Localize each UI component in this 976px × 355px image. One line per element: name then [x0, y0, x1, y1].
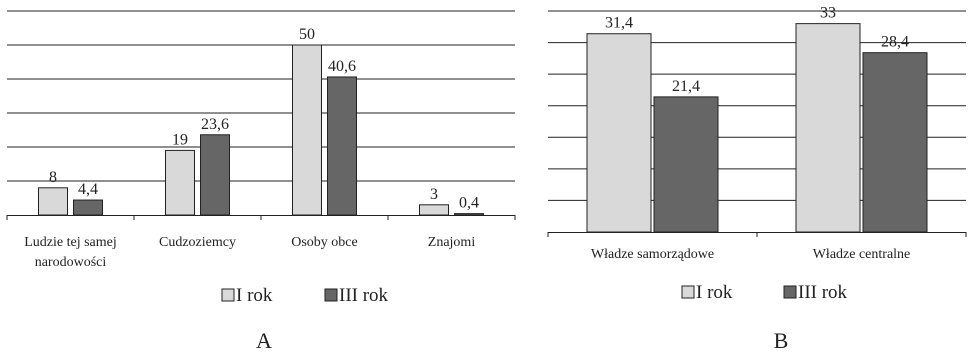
panel-label: A — [256, 328, 272, 353]
bar — [795, 23, 861, 233]
data-label: 50 — [299, 26, 315, 43]
legend-swatch — [221, 288, 235, 302]
data-label: 0,4 — [459, 195, 479, 212]
bar — [653, 96, 719, 233]
data-label: 3 — [430, 186, 438, 203]
x-tick-label: Ludzie tej samej — [24, 235, 117, 250]
x-tick-label: Cudzoziemcy — [159, 235, 236, 250]
legend-label: I rok — [236, 285, 273, 306]
data-label: 28,4 — [881, 34, 909, 51]
data-label: 23,6 — [201, 116, 229, 133]
legend-swatch — [324, 288, 338, 302]
x-tick-label: Władze samorządowe — [591, 247, 714, 262]
bar — [586, 33, 652, 233]
bar — [165, 149, 195, 216]
data-label: 31,4 — [605, 15, 633, 32]
data-label: 19 — [172, 131, 188, 148]
chart-panel-a: 8 4,4 Ludzie tej samej narodowości 19 23,6 Cud… — [6, 10, 516, 353]
data-label: 33 — [820, 5, 836, 22]
bar — [454, 213, 484, 216]
bar — [73, 199, 103, 216]
legend-label: III rok — [798, 282, 848, 303]
legend-label: III rok — [339, 285, 389, 306]
x-tick-label: Władze centralne — [813, 247, 911, 262]
bar — [292, 44, 322, 216]
x-tick-label: narodowości — [35, 255, 107, 270]
bar — [200, 134, 230, 216]
chart-panel-b: 31,4 21,4 Władze samorządowe 33 28,4 Władze c… — [547, 5, 967, 353]
data-label: 40,6 — [328, 58, 356, 75]
legend-label: I rok — [696, 282, 733, 303]
bar — [419, 204, 449, 216]
bar — [38, 187, 68, 216]
data-label: 21,4 — [672, 78, 700, 95]
legend-swatch — [783, 285, 797, 299]
data-label: 8 — [49, 169, 57, 186]
x-tick-label: Osoby obce — [291, 235, 358, 250]
bar — [327, 76, 357, 216]
x-tick-label: Znajomi — [428, 235, 476, 250]
panel-label: B — [774, 328, 789, 353]
bar — [862, 52, 928, 233]
data-label: 4,4 — [78, 181, 98, 198]
legend-swatch — [681, 285, 695, 299]
